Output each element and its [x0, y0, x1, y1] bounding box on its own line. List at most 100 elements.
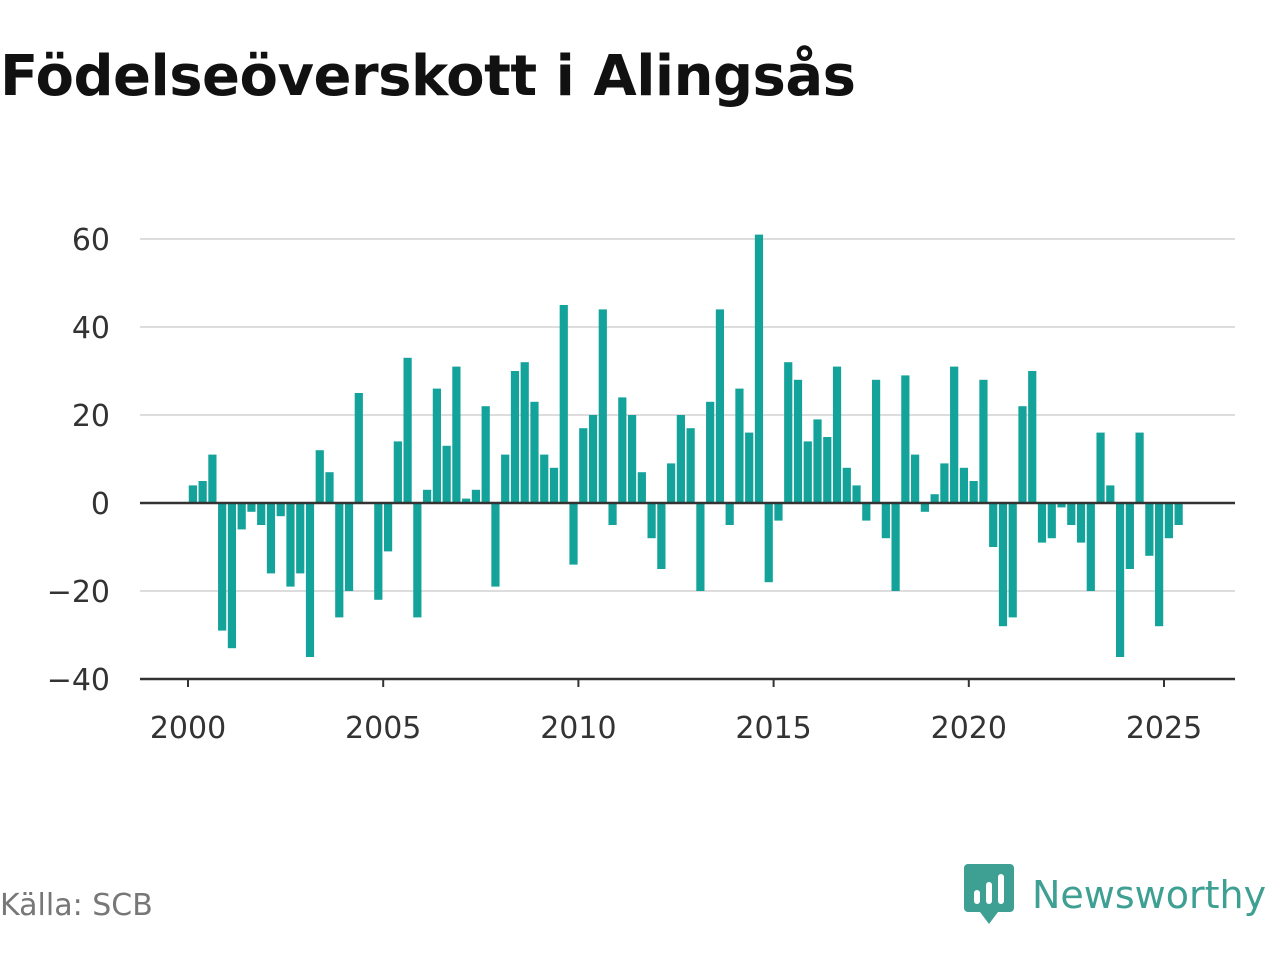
bar-2016-Q4 [842, 467, 851, 503]
x-tick-label: 2010 [540, 711, 616, 746]
bar-2016-Q3 [832, 366, 842, 503]
bar-2009-Q2 [549, 467, 559, 503]
newsworthy-logo-icon [964, 864, 1014, 924]
bar-2007-Q2 [471, 489, 481, 503]
bar-2018-Q4 [920, 503, 929, 512]
bar-2012-Q3 [676, 415, 685, 503]
bar-2004-Q2 [354, 393, 363, 503]
bar-2019-Q3 [950, 366, 959, 503]
grid-lines [140, 238, 1235, 592]
bar-2002-Q3 [286, 503, 295, 587]
bar-2018-Q2 [901, 375, 910, 503]
bar-2011-Q1 [618, 397, 627, 503]
bar-2002-Q2 [276, 503, 285, 517]
y-tick-label: −40 [47, 663, 110, 698]
bar-2001-Q3 [247, 503, 256, 512]
bar-2000-Q1 [188, 485, 197, 503]
y-tick-label: 20 [72, 399, 110, 434]
bar-2021-Q3 [1028, 371, 1037, 503]
bar-2011-Q3 [637, 472, 646, 503]
bar-2009-Q1 [540, 454, 549, 503]
x-axis-labels: 2000 2005 2010 2015 2020 2025 [150, 711, 1202, 746]
y-tick-label: 60 [72, 223, 110, 258]
x-tick-label: 2000 [150, 711, 226, 746]
bar-2010-Q1 [579, 428, 588, 503]
bar-2020-Q2 [979, 379, 988, 503]
bar-2014-Q1 [735, 388, 744, 503]
y-tick-label: −20 [47, 575, 110, 610]
bar-2021-Q1 [1008, 503, 1017, 618]
bar-2001-Q2 [237, 503, 246, 530]
bar-2021-Q2 [1018, 406, 1027, 503]
bar-2016-Q1 [813, 419, 822, 503]
bar-2000-Q2 [198, 481, 207, 503]
bar-2025-Q1 [1164, 503, 1173, 539]
bar-2005-Q4 [413, 503, 422, 618]
bar-2018-Q1 [891, 503, 900, 591]
bar-2014-Q4 [764, 503, 773, 583]
bar-2006-Q1 [423, 489, 432, 503]
bar-2022-Q1 [1047, 503, 1056, 539]
bar-2000-Q3 [208, 454, 217, 503]
source-note: Källa: SCB [0, 888, 153, 923]
bar-2020-Q1 [969, 481, 978, 503]
bar-2022-Q4 [1076, 503, 1086, 543]
bar-2001-Q4 [257, 503, 266, 525]
bar-2024-Q2 [1135, 432, 1144, 503]
bar-2003-Q4 [335, 503, 344, 618]
y-tick-label: 40 [72, 311, 110, 346]
bar-2013-Q4 [725, 503, 734, 525]
bar-2015-Q4 [803, 441, 812, 503]
bar-2024-Q1 [1125, 503, 1134, 569]
bar-2017-Q2 [862, 503, 871, 521]
bar-2011-Q2 [627, 415, 637, 503]
bar-2010-Q4 [608, 503, 617, 525]
bar-2008-Q4 [530, 401, 539, 503]
bar-2020-Q4 [998, 503, 1008, 627]
bar-2024-Q4 [1155, 503, 1164, 627]
bar-2000-Q4 [218, 503, 227, 631]
bar-2023-Q4 [1115, 503, 1125, 657]
bar-2003-Q1 [305, 503, 315, 657]
bar-2003-Q3 [325, 472, 334, 503]
bar-2005-Q1 [383, 503, 393, 552]
bar-2015-Q3 [793, 379, 803, 503]
bar-2014-Q3 [754, 234, 764, 503]
y-axis-labels: −40 −20 0 20 40 60 [47, 223, 110, 698]
bar-2012-Q2 [667, 463, 676, 503]
bar-2007-Q3 [481, 406, 490, 503]
bar-2006-Q3 [442, 445, 451, 503]
bar-2007-Q1 [462, 498, 471, 503]
bar-2012-Q1 [657, 503, 666, 569]
bar-2008-Q1 [501, 454, 510, 503]
bar-2016-Q2 [823, 437, 832, 503]
bar-2008-Q3 [520, 362, 529, 503]
bar-2005-Q3 [403, 357, 412, 503]
bar-2013-Q2 [706, 401, 715, 503]
bar-2002-Q4 [296, 503, 305, 574]
bar-2012-Q4 [686, 428, 695, 503]
brand-name: Newsworthy [1032, 873, 1267, 917]
bar-2024-Q3 [1145, 503, 1154, 556]
y-tick-label: 0 [91, 487, 110, 522]
x-tick-label: 2025 [1126, 711, 1202, 746]
bar-2010-Q2 [588, 415, 598, 503]
bar-2022-Q2 [1057, 503, 1066, 508]
bar-2025-Q2 [1174, 503, 1183, 525]
brand-logo: Newsworthy [964, 864, 1266, 926]
bar-2006-Q4 [452, 366, 461, 503]
bar-2020-Q3 [989, 503, 998, 547]
x-tick-label: 2015 [735, 711, 811, 746]
bar-2006-Q2 [432, 388, 441, 503]
bar-2015-Q1 [774, 503, 783, 521]
bar-2017-Q3 [871, 379, 881, 503]
x-tick-label: 2020 [931, 711, 1007, 746]
bar-2015-Q2 [784, 362, 793, 503]
bar-2019-Q4 [959, 467, 969, 503]
bar-2004-Q4 [374, 503, 383, 600]
bar-2017-Q1 [852, 485, 861, 503]
bar-2018-Q3 [911, 454, 920, 503]
bar-2019-Q1 [930, 494, 939, 503]
bar-2008-Q2 [510, 371, 520, 503]
bar-2023-Q3 [1106, 485, 1115, 503]
